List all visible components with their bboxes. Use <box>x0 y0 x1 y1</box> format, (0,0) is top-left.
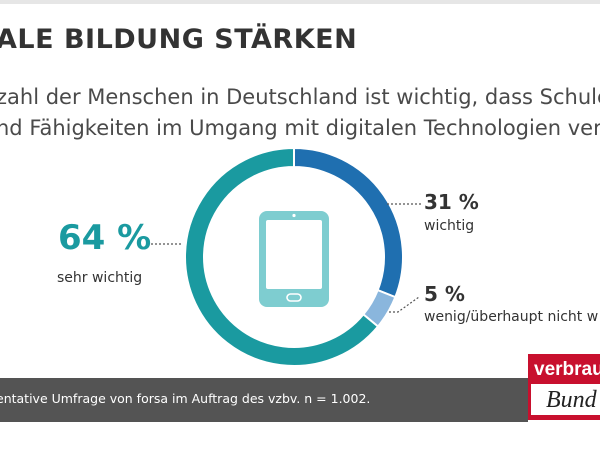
donut-slices <box>184 146 404 367</box>
value-wichtig: 31 % <box>424 190 479 214</box>
tablet-icon <box>259 211 329 307</box>
slice-sehr-wichtig <box>184 146 380 367</box>
brand-logo: verbrau Bund <box>528 347 600 422</box>
label-sehr-wichtig: sehr wichtig <box>57 270 143 286</box>
logo-underline <box>528 415 600 420</box>
logo-left-rule <box>528 384 531 417</box>
value-wenig: 5 % <box>424 282 465 306</box>
logo-red-band <box>528 354 600 384</box>
label-wichtig: wichtig <box>424 218 475 234</box>
subtitle-line-2: nd Fähigkeiten im Umgang mit digitalen T… <box>0 116 600 140</box>
label-wenig: wenig/überhaupt nicht w <box>424 309 599 325</box>
value-sehr-wichtig: 64 % <box>58 218 152 258</box>
chart-title: ALE BILDUNG STÄRKEN <box>0 24 358 55</box>
leader-line-wenig <box>389 296 420 313</box>
leader-lines <box>147 203 422 313</box>
chart-subtitle: zahl der Menschen in Deutschland ist wic… <box>0 82 600 144</box>
top-divider <box>0 0 600 4</box>
footer-source-note: entative Umfrage von forsa im Auftrag de… <box>0 391 371 406</box>
footer-bar <box>0 378 600 422</box>
logo-wordmark: verbrau <box>534 359 600 380</box>
logo-script: Bund <box>546 387 597 413</box>
subtitle-line-1: zahl der Menschen in Deutschland ist wic… <box>0 85 600 109</box>
